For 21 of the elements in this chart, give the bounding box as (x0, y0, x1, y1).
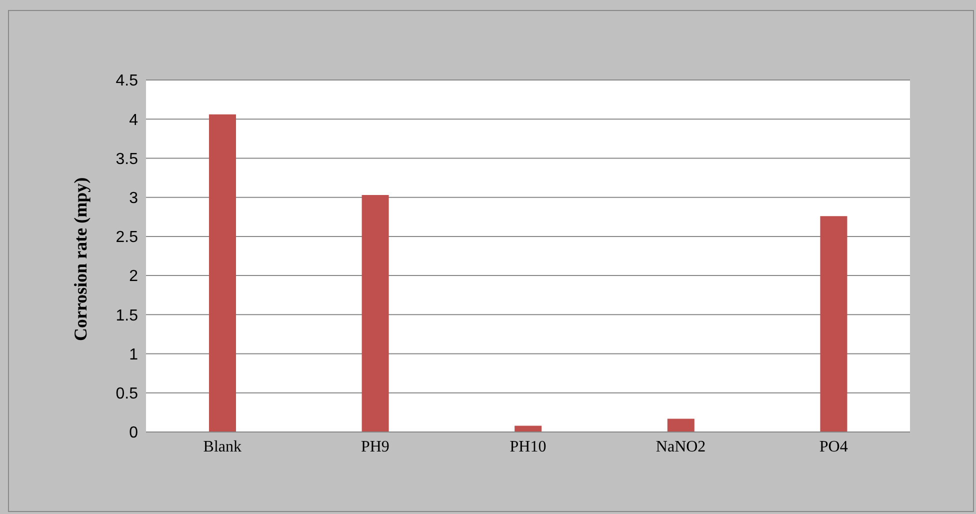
y-tick-label: 3.5 (116, 150, 138, 168)
bar (820, 216, 848, 432)
x-tick-label: PH10 (510, 438, 546, 456)
y-tick-label: 2.5 (116, 229, 138, 246)
bar (514, 426, 542, 432)
x-tick-label: PH9 (360, 438, 390, 456)
y-tick-label: 0.5 (116, 386, 138, 403)
x-tick-label: PO4 (819, 438, 848, 456)
y-axis-title: Corrosion rate (mpy) (70, 177, 90, 341)
y-tick-label: 1 (129, 346, 138, 364)
y-tick-label: 4.5 (116, 72, 138, 90)
y-tick-label: 1.5 (116, 307, 138, 324)
bar (362, 194, 389, 432)
bar (667, 418, 694, 432)
y-tick-label: 2 (129, 268, 138, 286)
x-tick-label: Blank (203, 438, 242, 456)
y-tick-label: 3 (129, 190, 138, 208)
y-tick-label: 4 (129, 112, 138, 129)
y-tick-label: 0 (129, 424, 138, 442)
x-tick-label: NaNO2 (656, 438, 706, 456)
bar (209, 114, 236, 432)
